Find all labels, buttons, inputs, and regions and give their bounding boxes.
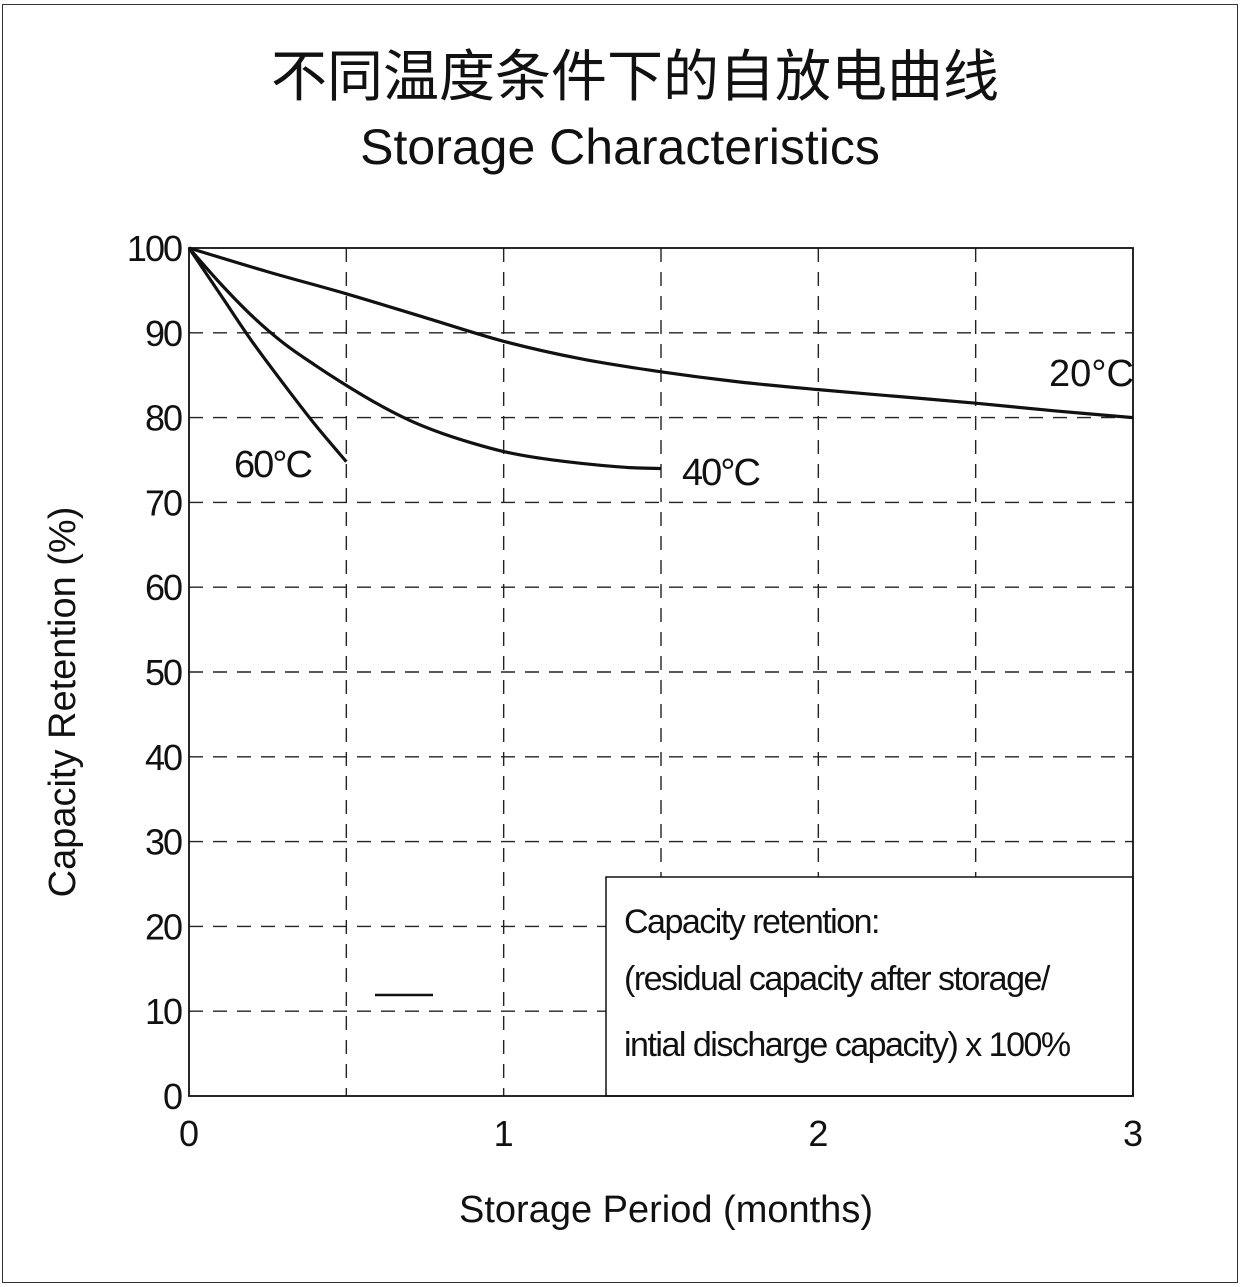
annotation-box (605, 876, 1134, 1097)
chart-subtitle: Storage Characteristics (360, 119, 880, 175)
x-tick-label: 3 (1123, 1113, 1143, 1154)
x-tick-label: 0 (179, 1113, 199, 1154)
series-label-60c: 60°C (234, 444, 311, 486)
y-tick-label: 100 (127, 228, 182, 269)
x-tick-label: 2 (808, 1113, 828, 1154)
y-tick-label: 60 (145, 567, 182, 608)
annotation-line-1: Capacity retention: (624, 903, 879, 941)
y-tick-label: 50 (145, 652, 182, 693)
x-tick-label: 1 (494, 1113, 514, 1154)
tick-labels: 0 10 20 30 40 50 60 70 80 90 100 0 1 2 3 (127, 228, 1143, 1154)
x-axis-label: Storage Period (months) (459, 1189, 873, 1231)
y-tick-label: 40 (145, 737, 182, 778)
plot-area-border (188, 247, 1134, 1097)
y-tick-label: 10 (145, 991, 182, 1032)
y-tick-label: 70 (145, 482, 182, 523)
y-tick-label: 90 (145, 313, 182, 354)
series-label-40c: 40°C (682, 452, 759, 494)
y-tick-label: 0 (163, 1076, 182, 1117)
series-lines (187, 246, 1134, 471)
y-tick-label: 80 (145, 398, 182, 439)
series-line-20c (188, 246, 1134, 420)
chart-frame (2, 4, 1238, 1283)
annotation-box-group: Capacity retention: (residual capacity a… (605, 876, 1134, 1097)
chart-title: 不同温度条件下的自放电曲线 (271, 45, 999, 110)
series-line-40c (187, 246, 662, 471)
annotation-line-3: intial discharge capacity) x 100% (624, 1026, 1071, 1064)
series-line-60c (187, 247, 348, 463)
series-label-20c: 20°C (1049, 353, 1134, 395)
y-tick-label: 20 (145, 906, 182, 947)
y-tick-label: 30 (145, 822, 182, 863)
y-axis-label: Capacity Retention (%) (42, 507, 84, 898)
annotation-line-2: (residual capacity after storage/ (624, 960, 1051, 998)
